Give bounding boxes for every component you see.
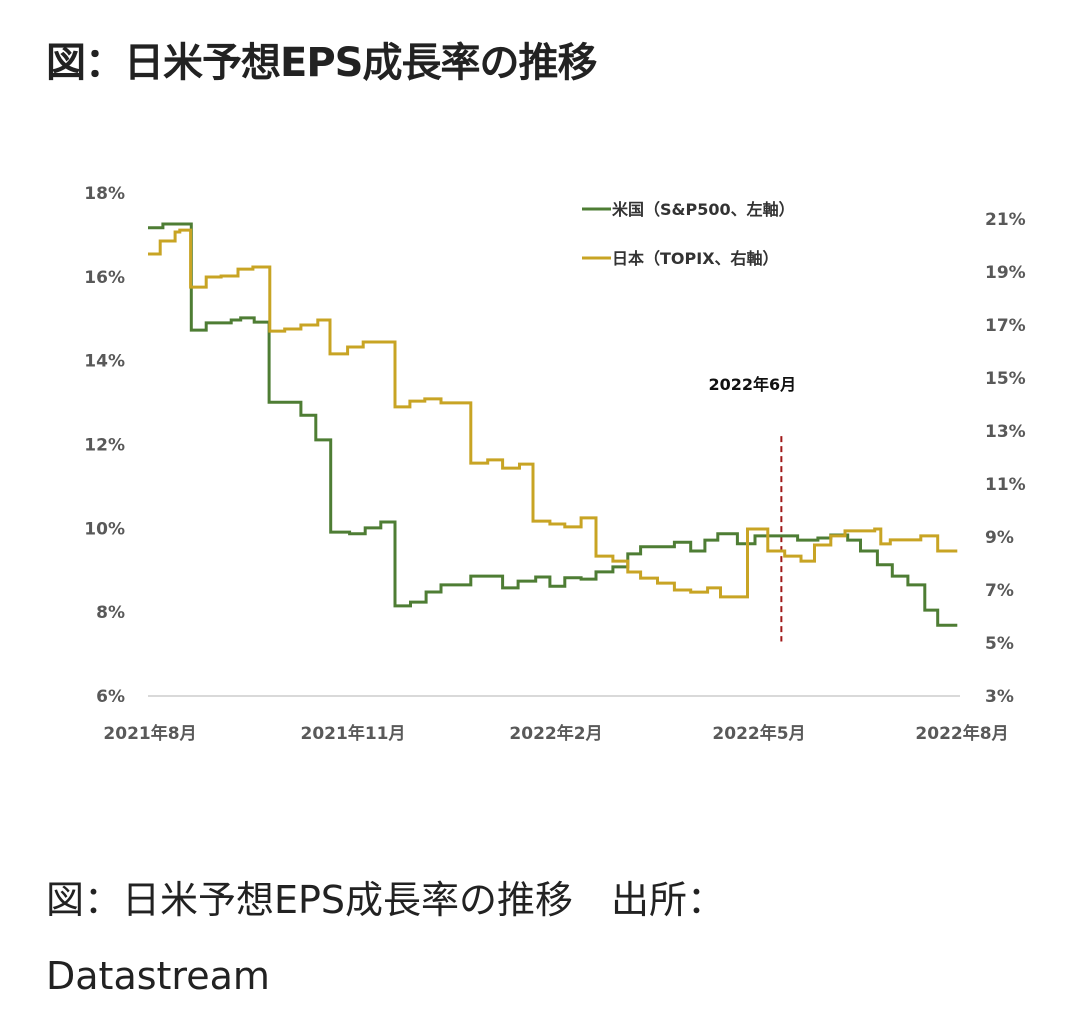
- figure-caption: 図：日米予想EPS成長率の推移 出所： Datastream: [46, 862, 1046, 1014]
- right-axis-tick-label: 3%: [985, 687, 1014, 707]
- legend-japan-label: 日本（TOPIX、右軸）: [612, 249, 779, 268]
- right-axis-tick-label: 15%: [985, 369, 1026, 389]
- eps-growth-chart: 18% 16% 14% 12% 10% 8% 6% 21% 19% 17% 15% 13% 11% 9% 7…: [84, 184, 1025, 744]
- axes: 18% 16% 14% 12% 10% 8% 6% 21% 19% 17% 15% 13% 11% 9% 7…: [84, 184, 1025, 744]
- right-axis-tick-label: 7%: [985, 581, 1014, 601]
- right-axis-tick-label: 21%: [985, 210, 1026, 230]
- right-axis-tick-label: 5%: [985, 634, 1014, 654]
- japan-topix-line: [148, 228, 958, 599]
- right-axis-tick-label: 11%: [985, 475, 1026, 495]
- series-lines: [148, 222, 958, 627]
- x-axis-tick-label: 2022年5月: [712, 723, 805, 744]
- x-axis-tick-label: 2022年2月: [509, 723, 602, 744]
- legend-us-label: 米国（S&P500、左軸）: [612, 200, 795, 219]
- x-axis-tick-label: 2021年8月: [103, 723, 196, 744]
- left-axis-tick-label: 10%: [84, 519, 125, 539]
- right-axis-tick-label: 19%: [985, 263, 1026, 283]
- left-axis-tick-label: 18%: [84, 184, 125, 204]
- x-axis-tick-label: 2022年8月: [915, 723, 1008, 744]
- left-axis-tick-label: 14%: [84, 352, 125, 372]
- caption-line-1: 図：日米予想EPS成長率の推移 出所：: [46, 878, 726, 922]
- left-axis-tick-label: 12%: [84, 436, 125, 456]
- june-2022-marker-label: 2022年6月: [709, 375, 797, 394]
- x-axis-tick-label: 2021年11月: [301, 723, 406, 744]
- right-axis-tick-label: 13%: [985, 422, 1026, 442]
- left-axis-tick-label: 6%: [96, 687, 125, 707]
- caption-line-2: Datastream: [46, 954, 270, 998]
- right-axis-tick-label: 9%: [985, 528, 1014, 548]
- page-title: 図：日米予想EPS成長率の推移: [46, 40, 597, 86]
- left-axis-tick-label: 8%: [96, 603, 125, 623]
- right-axis-tick-label: 17%: [985, 316, 1026, 336]
- legend: 米国（S&P500、左軸） 日本（TOPIX、右軸）: [582, 200, 795, 268]
- left-axis-tick-label: 16%: [84, 268, 125, 288]
